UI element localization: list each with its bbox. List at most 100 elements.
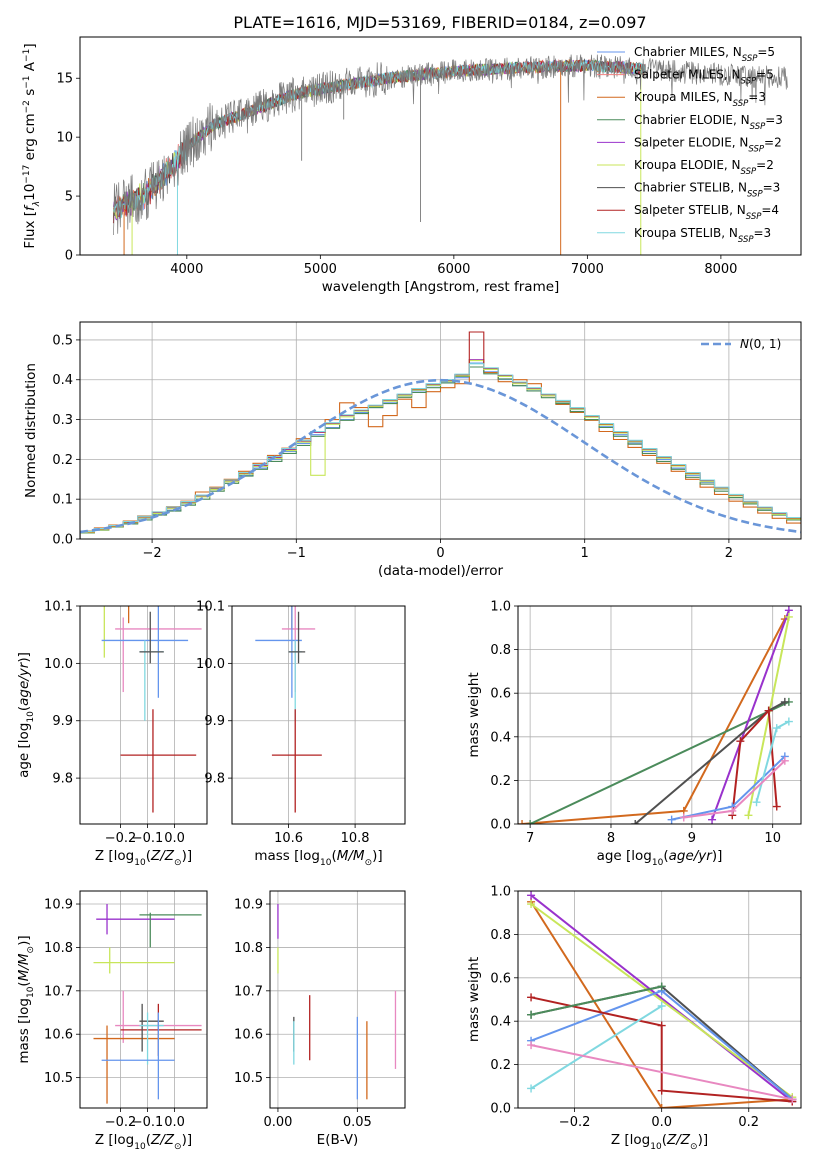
- label-part: )]: [182, 1132, 193, 1148]
- weight-line: [530, 996, 793, 1103]
- label-part: Z [log: [95, 1132, 134, 1148]
- x-tick-label: −0.1: [132, 1115, 164, 1130]
- x-tick-label: 10.6: [274, 831, 303, 846]
- label-part: Z [log: [611, 1132, 650, 1148]
- weight-marker: [526, 820, 535, 824]
- weight-marker: [784, 717, 793, 726]
- panel-age-vs-Z: −0.2−0.1 0.09.89.910.010.1Z [log10(Z/Z⊙)]…: [16, 600, 208, 868]
- weight-line: [530, 903, 793, 1099]
- label-part: 10: [22, 184, 38, 201]
- panel-weight-vs-Z: −0.2 0.0 0.2 0.0 0.2 0.4 0.6 0.8 1.0 Z [log10(Z/Z…: [466, 885, 802, 1152]
- label-part: f: [22, 204, 38, 211]
- weight-line: [671, 755, 786, 821]
- legend-entry: Chabrier ELODIE, NSSP=3: [634, 113, 783, 132]
- plot-area: [101, 606, 202, 813]
- label-part: )]: [182, 848, 193, 864]
- label-part: M/M: [337, 848, 365, 864]
- weight-marker: [657, 1021, 666, 1030]
- label-part: Z/Z: [666, 1132, 691, 1148]
- legend-entry-sub: SSP: [733, 99, 749, 109]
- legend-entry-sub: SSP: [748, 144, 764, 154]
- panel-residuals: −2 −1 0 1 2 0.0 0.1 0.2 0.3 0.4 0.5 N(0, 1) (data-mo…: [23, 321, 802, 579]
- x-tick-label: 7000: [571, 262, 604, 277]
- weight-line: [529, 700, 790, 824]
- weight-marker: [780, 697, 789, 706]
- x-tick-label: 0.00: [263, 1115, 292, 1130]
- weight-marker: [527, 1084, 536, 1093]
- label-part: mass weight: [466, 957, 482, 1042]
- label-part: ⊙: [365, 858, 373, 868]
- label-part: 10: [26, 711, 36, 723]
- label-part: )]: [16, 652, 32, 663]
- y-tick-label: 10.1: [44, 600, 73, 615]
- weight-line: [711, 610, 790, 820]
- axes-frame: [79, 605, 208, 825]
- y-axis-title: Flux [fλ10−17 erg cm−2 s−1 A−1]: [22, 43, 42, 248]
- label-part: (: [331, 848, 336, 864]
- y-tick-label: 10.5: [234, 1071, 263, 1086]
- label-part: s: [22, 89, 38, 100]
- legend-entry-tail: =3: [765, 113, 783, 127]
- y-tick-label: 15: [56, 72, 73, 87]
- x-tick-label: −0.2: [559, 1115, 591, 1130]
- x-tick-label: 7: [526, 831, 534, 846]
- legend-entry-sub: SSP: [750, 122, 766, 132]
- y-axis-title: mass weight: [466, 672, 482, 757]
- label-part: ⊙: [26, 946, 36, 954]
- legend-entry-tail: =3: [754, 226, 772, 240]
- label-part: age/yr: [669, 848, 714, 864]
- x-axis-title: age [log10(age/yr)]: [597, 848, 723, 868]
- y-tick-label: 9.9: [204, 714, 225, 729]
- x-tick-label: −0.1: [132, 831, 164, 846]
- plot-area: [518, 606, 793, 824]
- label-part: Z [log: [95, 848, 134, 864]
- weight-marker: [527, 1010, 536, 1019]
- legend-entry: Chabrier STELIB, NSSP=3: [634, 181, 780, 200]
- gaussian-curve: [80, 378, 801, 534]
- y-tick-label: 9.8: [52, 772, 73, 787]
- grid-lines: [80, 322, 801, 540]
- legend-entry-sub: SSP: [747, 190, 763, 200]
- x-tick-label: 4000: [170, 262, 203, 277]
- y-tick-label: 0.2: [52, 453, 73, 468]
- y-tick-label: 10.9: [44, 898, 73, 913]
- label-part: ]: [22, 43, 38, 48]
- label-part: Normed distribution: [23, 363, 39, 498]
- x-tick-label: −2: [143, 546, 162, 561]
- y-tick-label: 0.0: [490, 818, 511, 833]
- x-tick-label: 0.0: [651, 1115, 672, 1130]
- x-tick-label: 0.0: [164, 1115, 185, 1130]
- legend-entry-sub: SSP: [741, 167, 757, 177]
- label-part: age/yr: [16, 661, 32, 706]
- label-part: Z/Z: [150, 1132, 175, 1148]
- y-tick-label: 0.4: [490, 730, 511, 745]
- plot-area: [527, 891, 797, 1108]
- y-tick-label: 0.8: [490, 643, 511, 658]
- legend-entry-tail: =3: [763, 181, 781, 195]
- weight-marker: [657, 1002, 666, 1011]
- y-tick-label: 1.0: [490, 600, 511, 615]
- weight-marker: [657, 1086, 666, 1095]
- y-tick-label: 10.7: [44, 984, 73, 999]
- label-part: −1: [22, 49, 32, 62]
- legend-entry-base: Chabrier STELIB, N: [634, 181, 747, 195]
- label-part: ⊙: [174, 1142, 182, 1152]
- legend-entry-sub: SSP: [746, 212, 762, 222]
- plot-area: [112, 54, 788, 255]
- label-part: E(B-V): [317, 1132, 359, 1148]
- plot-area: [80, 331, 801, 539]
- panel-age-vs-mass: 10.6 10.8 9.8 9.9 10.0 10.1 mass [log10(M/M⊙)]: [196, 600, 406, 868]
- axes-frame: [79, 890, 208, 1109]
- label-part: age [log: [16, 723, 32, 778]
- legend-entry-base: Kroupa MILES, N: [634, 90, 733, 104]
- label-part: Z/Z: [150, 848, 175, 864]
- y-tick-label: 9.8: [204, 772, 225, 787]
- plot-area: [277, 904, 397, 1100]
- y-tick-label: 0: [65, 249, 73, 264]
- weight-marker: [657, 1104, 666, 1108]
- weight-marker: [527, 1041, 536, 1050]
- legend-entry-base: Salpeter STELIB, N: [634, 203, 746, 217]
- weight-marker: [784, 612, 793, 621]
